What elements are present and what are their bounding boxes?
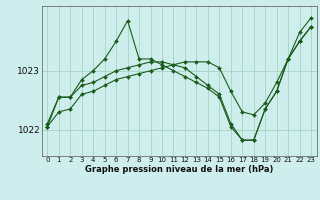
X-axis label: Graphe pression niveau de la mer (hPa): Graphe pression niveau de la mer (hPa) <box>85 165 273 174</box>
